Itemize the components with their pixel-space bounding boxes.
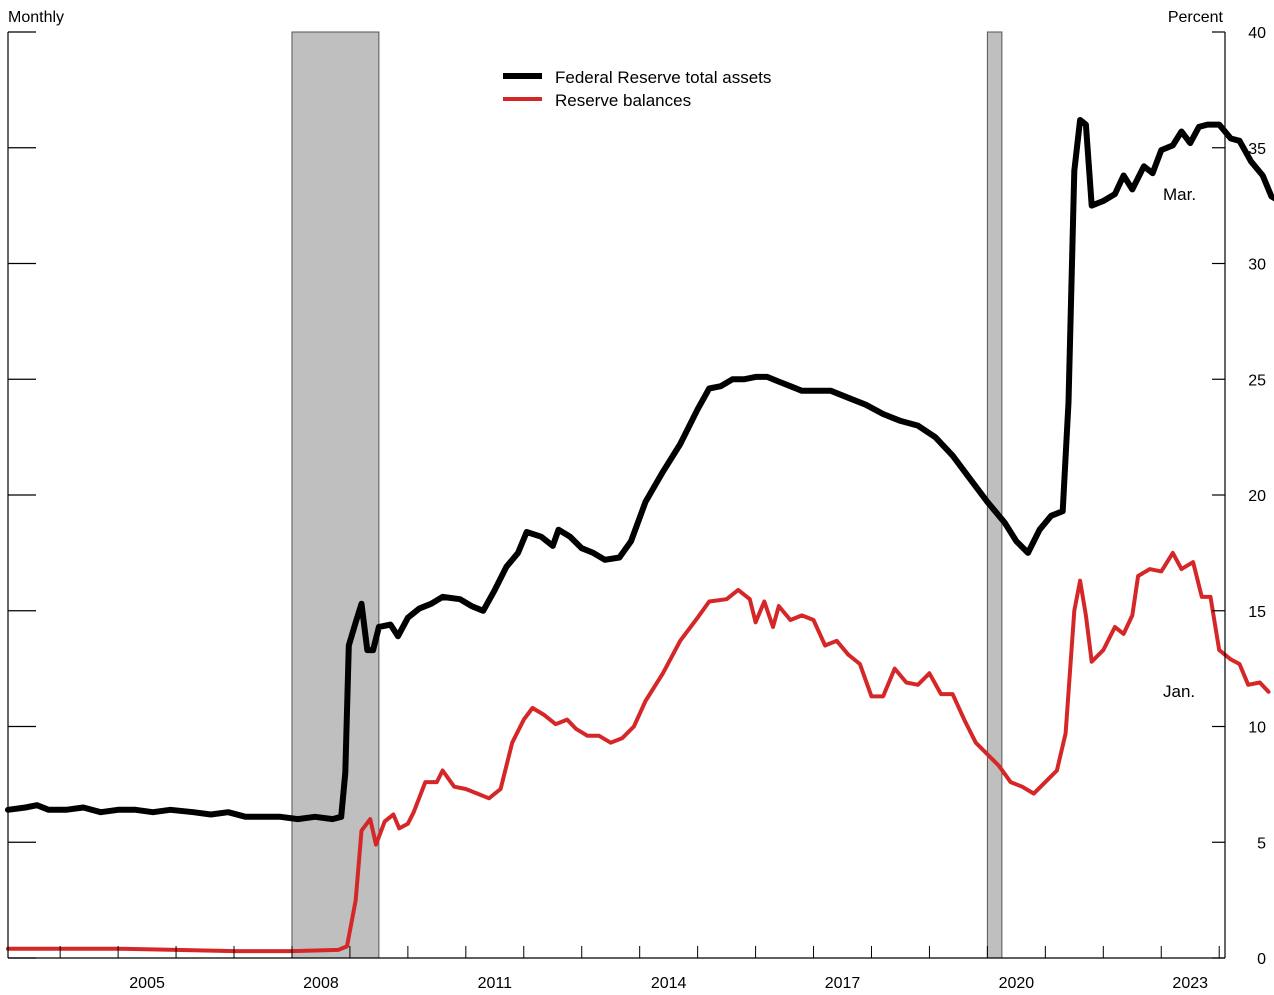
recession-shading: [291, 31, 1003, 959]
y-tick-label-5: 25: [1248, 372, 1266, 389]
legend: Federal Reserve total assets Reserve bal…: [503, 68, 771, 110]
x-tick-label-1: 2008: [303, 975, 339, 992]
legend-label-total-assets: Federal Reserve total assets: [555, 68, 771, 87]
right-axis-label: Percent: [1168, 9, 1224, 26]
y-tick-label-4: 20: [1248, 488, 1266, 505]
y-tick-label-8: 40: [1248, 25, 1266, 42]
y-tick-label-7: 35: [1248, 141, 1266, 158]
series-line-1: [6, 550, 1271, 954]
y-tick-label-3: 15: [1248, 604, 1266, 621]
y-tick-label-6: 30: [1248, 257, 1266, 274]
x-tick-label-5: 2020: [999, 975, 1035, 992]
recession-band-1: [986, 31, 1003, 959]
series-line-0: [5, 117, 1274, 823]
y-tick-label-2: 10: [1248, 720, 1266, 737]
axes: 0 5 10 15 20 25 30 35 40 2005 2008 2011 2014 2017 2020…: [7, 25, 1266, 992]
x-tick-label-2: 2011: [478, 975, 513, 992]
x-tick-label-3: 2014: [651, 975, 687, 992]
end-label-total-assets: Mar.: [1163, 185, 1196, 204]
legend-label-reserve-balances: Reserve balances: [555, 91, 691, 110]
recession-band-0: [291, 31, 380, 959]
x-tick-label-4: 2017: [825, 975, 861, 992]
y-tick-label-0: 0: [1257, 951, 1266, 968]
end-label-reserve-balances: Jan.: [1163, 682, 1195, 701]
series-lines: [5, 117, 1274, 954]
left-axis-label: Monthly: [8, 9, 64, 26]
y-tick-label-1: 5: [1257, 835, 1266, 852]
x-tick-label-0: 2005: [129, 975, 165, 992]
x-tick-label-6: 2023: [1172, 975, 1208, 992]
